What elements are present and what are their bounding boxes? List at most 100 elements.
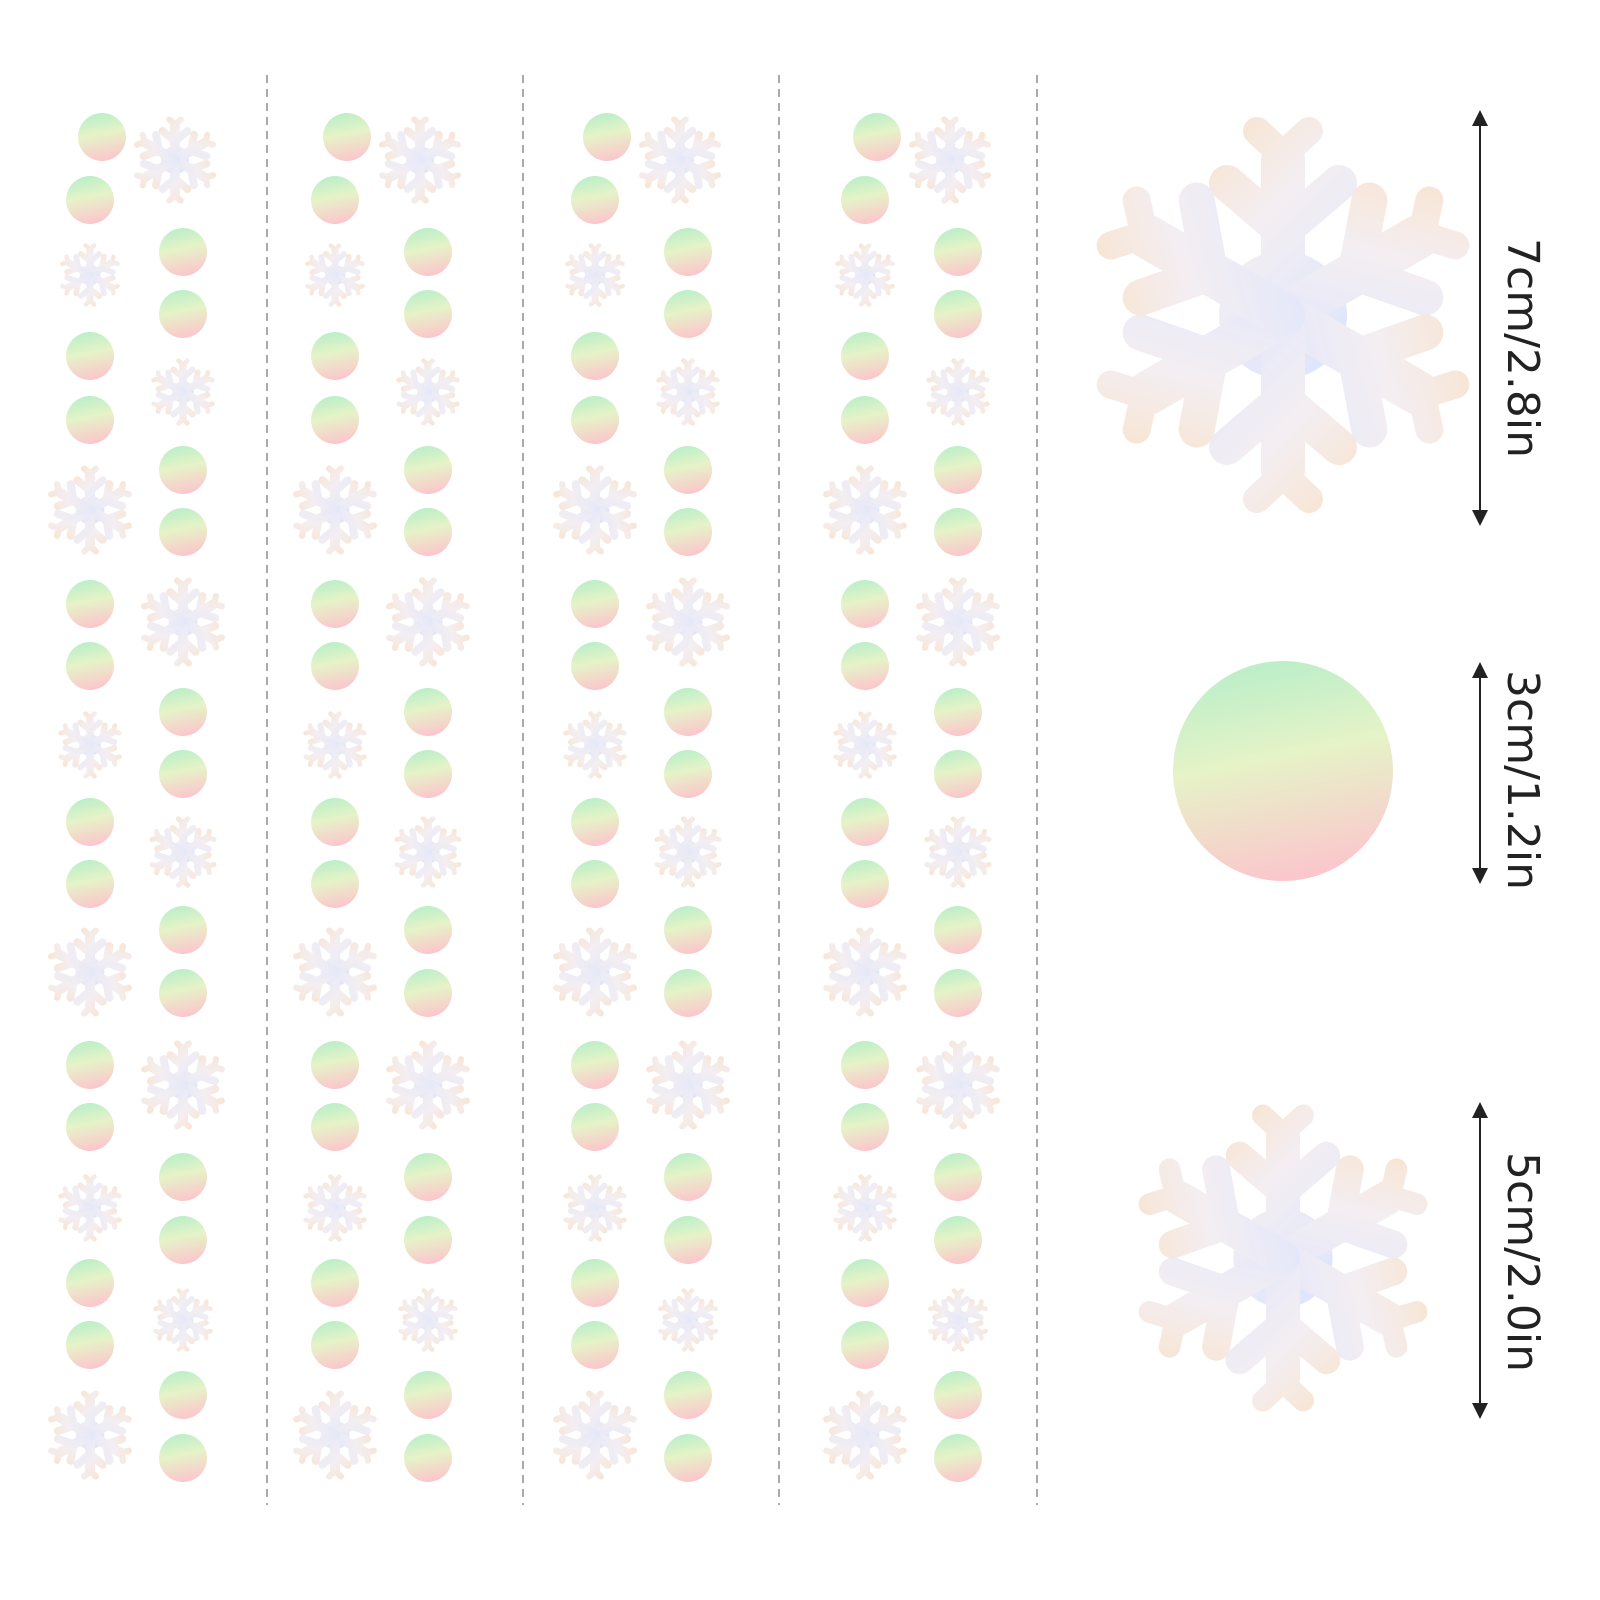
snowflake	[553, 931, 637, 1014]
snowflake	[293, 1394, 377, 1477]
snowflake	[639, 120, 721, 201]
snowflake	[141, 581, 225, 664]
dot	[404, 508, 452, 556]
snowflake	[149, 819, 216, 885]
dot	[934, 969, 982, 1017]
dot	[841, 1103, 889, 1151]
medium-snowflake	[1138, 1115, 1428, 1400]
dot	[159, 1371, 207, 1419]
dot	[159, 290, 207, 338]
snowflake	[835, 246, 895, 305]
dot	[934, 1153, 982, 1201]
snowflake	[654, 819, 721, 885]
snowflake	[153, 1291, 213, 1350]
dot	[934, 688, 982, 736]
snowflake	[909, 120, 991, 201]
dot	[934, 1216, 982, 1264]
dot	[78, 113, 126, 161]
dot	[311, 580, 359, 628]
large-dot	[1173, 661, 1393, 881]
dot	[404, 750, 452, 798]
snowflake	[386, 1044, 470, 1127]
dot	[934, 290, 982, 338]
dot	[571, 798, 619, 846]
dot	[841, 332, 889, 380]
snowflake	[293, 469, 377, 552]
dot	[159, 750, 207, 798]
dot	[571, 396, 619, 444]
snowflake	[379, 120, 461, 201]
snowflake	[926, 361, 990, 424]
dot	[664, 290, 712, 338]
snowflake	[916, 581, 1000, 664]
dot	[66, 1321, 114, 1369]
snowflake	[394, 819, 461, 885]
snowflake	[928, 1291, 988, 1350]
dot	[934, 446, 982, 494]
snowflake	[823, 469, 907, 552]
snowflake	[305, 246, 365, 305]
dot	[311, 642, 359, 690]
dot	[571, 1259, 619, 1307]
dot	[571, 642, 619, 690]
dot	[934, 750, 982, 798]
dot	[664, 969, 712, 1017]
snowflake	[303, 1177, 367, 1240]
snowflake	[563, 714, 627, 777]
snowflake	[658, 1291, 718, 1350]
dot	[311, 798, 359, 846]
dot	[323, 113, 371, 161]
dot	[664, 446, 712, 494]
snowflake	[293, 931, 377, 1014]
dot	[934, 906, 982, 954]
dot	[664, 750, 712, 798]
snowflake	[48, 931, 132, 1014]
dot	[311, 1259, 359, 1307]
dot	[841, 580, 889, 628]
dot	[571, 176, 619, 224]
dot	[66, 580, 114, 628]
dot	[159, 906, 207, 954]
dot	[404, 1153, 452, 1201]
dot	[404, 1371, 452, 1419]
snowflake	[48, 1394, 132, 1477]
dot	[311, 860, 359, 908]
dot	[404, 969, 452, 1017]
dot	[311, 332, 359, 380]
dot	[571, 332, 619, 380]
snowflake	[646, 581, 730, 664]
snowflake	[924, 819, 991, 885]
dot	[159, 228, 207, 276]
dot	[841, 1259, 889, 1307]
snowflake	[823, 1394, 907, 1477]
dot	[664, 1153, 712, 1201]
garland-strips	[48, 75, 1038, 1505]
snowflake	[58, 714, 122, 777]
dot	[404, 1434, 452, 1482]
snowflake	[563, 1177, 627, 1240]
large-snowflake	[1096, 131, 1471, 499]
dot	[159, 969, 207, 1017]
dot	[664, 1216, 712, 1264]
dot	[841, 860, 889, 908]
snowflake	[134, 120, 216, 201]
dot	[571, 860, 619, 908]
dot	[571, 580, 619, 628]
dot	[841, 642, 889, 690]
dot	[841, 798, 889, 846]
dot	[159, 1153, 207, 1201]
snowflake	[303, 714, 367, 777]
dimension-label: 7cm/2.8in	[1497, 238, 1548, 458]
dot	[841, 176, 889, 224]
snowflake	[553, 469, 637, 552]
dot	[664, 688, 712, 736]
dot	[66, 642, 114, 690]
dot	[664, 508, 712, 556]
dot	[583, 113, 631, 161]
snowflake	[833, 714, 897, 777]
dot	[66, 396, 114, 444]
dot	[159, 446, 207, 494]
dot	[664, 228, 712, 276]
